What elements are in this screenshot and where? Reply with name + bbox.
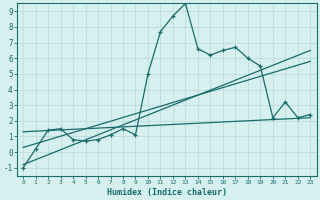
X-axis label: Humidex (Indice chaleur): Humidex (Indice chaleur): [107, 188, 227, 197]
